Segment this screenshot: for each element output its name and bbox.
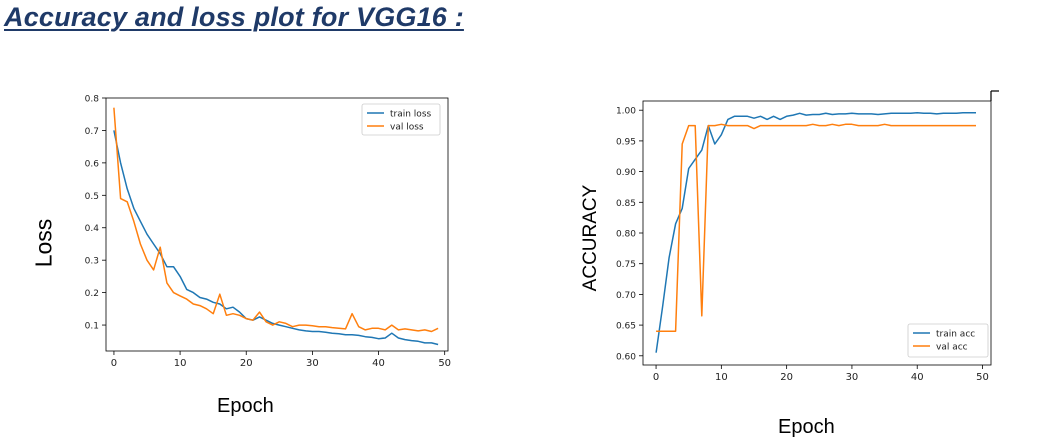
acc-y-tick-label: 1.00 — [616, 107, 636, 117]
loss-y-tick-label: 0.3 — [85, 257, 99, 267]
acc-y-tick-label: 0.70 — [616, 291, 636, 301]
loss-x-tick-label: 50 — [438, 358, 451, 369]
acc-y-tick-label: 0.60 — [616, 352, 636, 362]
acc-legend-label: val acc — [936, 343, 968, 353]
acc-x-tick-label: 50 — [976, 372, 989, 383]
loss-y-tick-label: 0.7 — [85, 127, 99, 137]
loss-y-tick-label: 0.4 — [85, 224, 100, 234]
accuracy-x-axis-label: Epoch — [778, 416, 835, 438]
loss-plot-frame — [105, 97, 449, 352]
loss-series-val-loss-line — [113, 107, 439, 333]
acc-legend-label: train acc — [936, 330, 975, 340]
loss-x-tick-label: 40 — [372, 358, 385, 369]
acc-chart-group: 0 10 20 30 40 50 0.60 0.65 0.70 0.75 0.80 0.85 0.90 0… — [616, 100, 992, 383]
acc-y-tick-label: 0.80 — [616, 230, 636, 240]
acc-x-tick-label: 30 — [846, 372, 859, 383]
loss-y-tick-label: 0.1 — [85, 322, 99, 332]
acc-series-val-acc-line — [656, 123, 976, 332]
loss-x-tick-label: 30 — [306, 358, 319, 369]
loss-x-tick-label: 20 — [240, 358, 253, 369]
loss-legend-label: train loss — [390, 110, 432, 120]
loss-x-tick-label: 0 — [111, 358, 117, 369]
acc-y-tick-label: 0.75 — [616, 260, 636, 270]
loss-legend-label: val loss — [390, 123, 424, 133]
loss-chart-group: 0 10 20 30 40 50 0.1 0.2 0.3 0.4 0.5 0.6 0.7 0.8 train… — [85, 95, 451, 370]
acc-x-tick-label: 0 — [653, 372, 659, 383]
loss-y-tick-label: 0.2 — [85, 289, 99, 299]
acc-y-tick-label: 0.90 — [616, 168, 636, 178]
acc-y-tick-label: 0.85 — [616, 199, 636, 209]
loss-y-tick-label: 0.5 — [85, 192, 99, 202]
acc-x-tick-label: 40 — [911, 372, 924, 383]
loss-x-tick-label: 10 — [174, 358, 187, 369]
acc-x-tick-label: 20 — [780, 372, 793, 383]
loss-y-tick-label: 0.6 — [85, 159, 100, 169]
loss-legend-box — [361, 103, 441, 136]
acc-series-train-acc-line — [655, 111, 976, 353]
loss-x-axis-label: Epoch — [217, 395, 274, 417]
acc-y-tick-label: 0.65 — [616, 322, 636, 332]
loss-series-train-loss-line — [113, 130, 439, 346]
acc-y-tick-label: 0.95 — [616, 137, 636, 147]
loss-y-tick-label: 0.8 — [85, 95, 100, 105]
acc-x-tick-label: 10 — [715, 372, 728, 383]
page-title: Accuracy and loss plot for VGG16 : — [4, 2, 464, 32]
